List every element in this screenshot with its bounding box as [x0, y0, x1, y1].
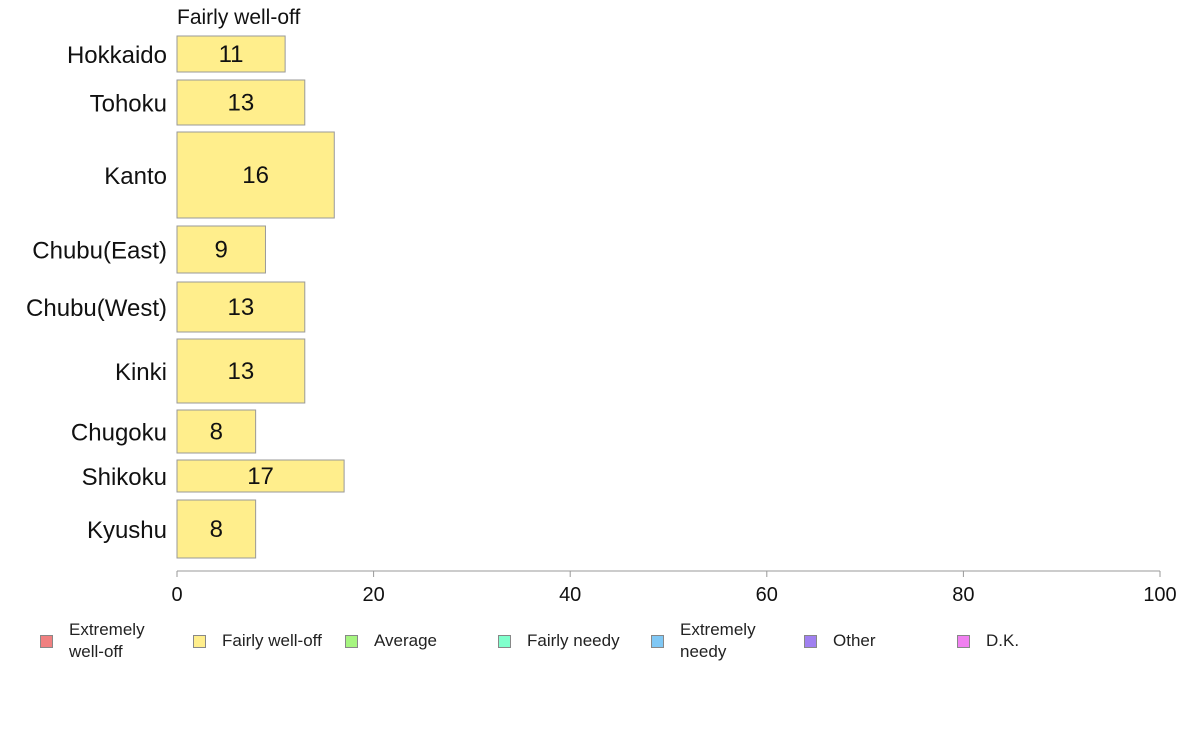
bar-value-label: 13 — [228, 90, 255, 117]
bar-value-label: 13 — [228, 358, 255, 385]
legend-swatch — [957, 634, 970, 648]
bar-value-label: 13 — [228, 294, 255, 321]
bar — [176, 409, 257, 454]
bar — [176, 459, 345, 493]
legend: Extremely well-off Fairly well-off Average… — [0, 618, 1188, 668]
bar-value-label: 9 — [215, 237, 228, 264]
category-label: Kanto — [104, 163, 167, 190]
category-label: Tohoku — [90, 91, 167, 118]
bar — [176, 281, 306, 333]
legend-label: Average — [374, 631, 438, 650]
x-tick-label: 0 — [171, 584, 182, 606]
bar-value-label: 11 — [219, 41, 244, 68]
legend-label: Fairly well-off — [222, 631, 322, 650]
bar — [176, 225, 266, 274]
legend-label: Extremely needy — [680, 620, 756, 661]
legend-swatch — [193, 634, 206, 648]
bar-value-label: 17 — [247, 463, 274, 490]
category-label: Chugoku — [71, 420, 167, 447]
category-label: Hokkaido — [67, 42, 167, 69]
bar — [176, 35, 286, 73]
bar-chart: 11 Hokkaido 13 Tohoku 16 Kanto 9 Chubu(East) 13 C… — [26, 35, 1177, 606]
bar — [176, 338, 306, 404]
category-label: Chubu(East) — [32, 238, 167, 265]
legend-label: Fairly needy — [527, 631, 620, 650]
legend-swatch — [651, 634, 664, 648]
x-tick-label: 60 — [756, 584, 778, 606]
legend-label: D.K. — [986, 631, 1020, 650]
category-label: Kyushu — [87, 517, 167, 544]
bar-value-label: 8 — [210, 419, 223, 446]
legend-item: Other — [804, 618, 953, 664]
legend-item: Fairly needy — [498, 618, 647, 664]
bar — [176, 131, 335, 219]
legend-label: Other — [833, 631, 876, 650]
x-tick-label: 80 — [952, 584, 974, 606]
series-title: Fairly well-off — [177, 6, 301, 29]
bar-value-label: 8 — [210, 516, 223, 543]
bar — [176, 79, 306, 126]
legend-item: Fairly well-off — [193, 618, 342, 664]
legend-swatch — [498, 634, 511, 648]
x-tick-label: 40 — [559, 584, 581, 606]
legend-swatch — [345, 634, 358, 648]
bar — [176, 499, 257, 559]
legend-item: Extremely well-off — [40, 618, 159, 664]
legend-item: D.K. — [957, 618, 1106, 664]
legend-swatch — [40, 634, 53, 648]
legend-item: Average — [345, 618, 494, 664]
category-label: Kinki — [115, 359, 167, 386]
legend-item: Extremely needy — [651, 618, 770, 664]
legend-swatch — [804, 634, 817, 648]
legend-label: Extremely well-off — [69, 620, 145, 661]
bar-value-label: 16 — [242, 162, 269, 189]
x-tick-label: 100 — [1143, 584, 1176, 606]
category-label: Shikoku — [82, 464, 167, 491]
x-tick-label: 20 — [362, 584, 384, 606]
category-label: Chubu(West) — [26, 295, 167, 322]
